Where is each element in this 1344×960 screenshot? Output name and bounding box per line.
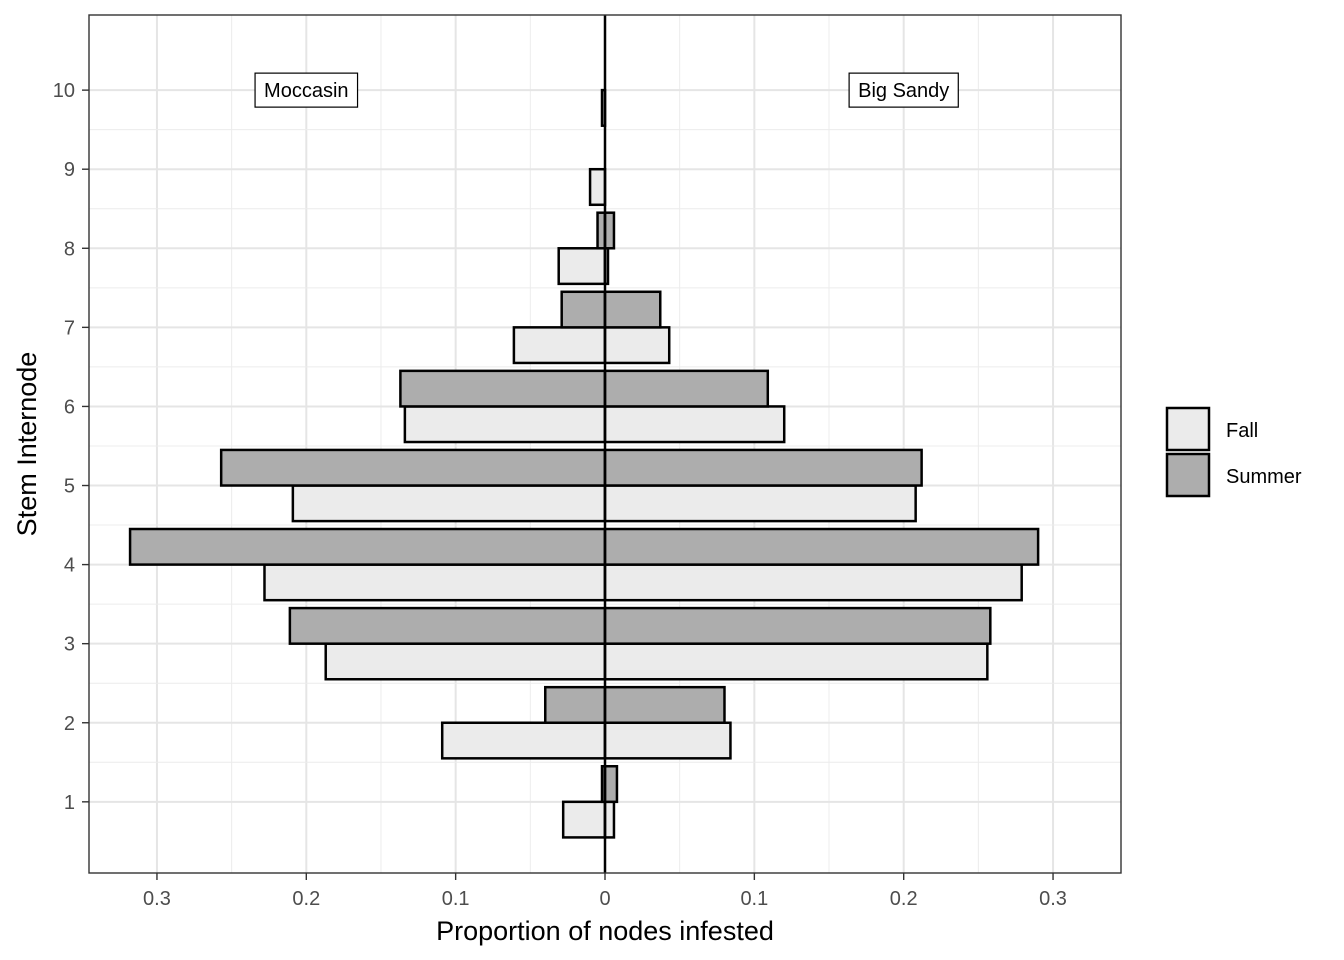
- bar-summer-big-sandy-5: [603, 448, 923, 487]
- bar-summer-big-sandy-3: [603, 606, 992, 645]
- bar-summer-big-sandy-2: [603, 685, 726, 725]
- bar-fall-big-sandy-6: [603, 405, 786, 444]
- legend-label-summer: Summer: [1226, 466, 1302, 488]
- y-axis-title: Stem Internode: [12, 352, 42, 537]
- y-axis: 1 2 3 4 5 6 7 8 9 10: [53, 80, 89, 814]
- bar-fall-big-sandy-5: [603, 484, 917, 523]
- x-tick-label: 0.1: [442, 888, 470, 910]
- bar-fall-big-sandy-7: [603, 326, 671, 365]
- bar-fall-moccasin-6: [403, 405, 607, 444]
- bar-summer-big-sandy-1: [603, 764, 619, 804]
- bar-fall-moccasin-5: [291, 484, 607, 523]
- legend-item-summer: Summer: [1165, 452, 1302, 498]
- bar-summer-moccasin-7: [560, 290, 607, 329]
- bar-summer-moccasin-3: [288, 606, 607, 645]
- x-tick-label: 0.2: [292, 888, 320, 910]
- y-tick-label: 1: [64, 792, 75, 814]
- bar-fall-moccasin-2: [440, 721, 607, 760]
- bar-fall-big-sandy-1: [603, 800, 616, 839]
- annotation-text: Moccasin: [264, 80, 348, 102]
- bar-fall-moccasin-8: [557, 247, 607, 286]
- y-tick-label: 7: [64, 317, 75, 339]
- bar-fall-moccasin-9: [588, 167, 607, 207]
- bar-fall-moccasin-4: [263, 563, 607, 602]
- x-axis: 0.3 0.2 0.1 0 0.1 0.2 0.3: [143, 873, 1067, 910]
- bar-summer-big-sandy-7: [603, 290, 662, 329]
- y-tick-label: 2: [64, 713, 75, 735]
- x-tick-label: 0: [599, 888, 610, 910]
- x-tick-label: 0.1: [740, 888, 768, 910]
- legend-key-summer: [1165, 452, 1211, 498]
- bar-fall-moccasin-7: [512, 326, 607, 365]
- bar-summer-big-sandy-4: [603, 527, 1040, 566]
- bar-fall-moccasin-3: [324, 642, 607, 681]
- x-tick-label: 0.2: [890, 888, 918, 910]
- bar-summer-moccasin-2: [544, 685, 607, 725]
- annotation-text: Big Sandy: [858, 80, 949, 102]
- x-axis-title: Proportion of nodes infested: [436, 916, 774, 946]
- annotation-label: Big Sandy: [848, 72, 959, 108]
- bar-summer-big-sandy-6: [603, 369, 770, 408]
- x-tick-label: 0.3: [143, 888, 171, 910]
- y-tick-label: 6: [64, 396, 75, 418]
- y-tick-label: 5: [64, 476, 75, 498]
- y-tick-label: 8: [64, 238, 75, 260]
- bar-fall-big-sandy-4: [603, 563, 1023, 602]
- bar-fall-big-sandy-2: [603, 721, 732, 760]
- bar-summer-big-sandy-8: [603, 211, 616, 250]
- y-tick-label: 9: [64, 159, 75, 181]
- legend-key-fall: [1165, 406, 1211, 452]
- annotation-box: [848, 72, 959, 108]
- bar-fall-big-sandy-3: [603, 642, 989, 681]
- legend-item-fall: Fall: [1165, 406, 1258, 452]
- bar-summer-moccasin-4: [128, 527, 607, 566]
- bars-group: [128, 88, 1040, 839]
- bar-summer-moccasin-5: [219, 448, 607, 487]
- y-tick-label: 3: [64, 634, 75, 656]
- x-tick-label: 0.3: [1039, 888, 1067, 910]
- legend-label-fall: Fall: [1226, 420, 1258, 442]
- y-tick-label: 4: [64, 555, 75, 577]
- y-tick-label: 10: [53, 80, 75, 102]
- legend: Fall Summer: [1165, 406, 1302, 498]
- annotation-box: [254, 72, 359, 108]
- bar-summer-moccasin-6: [399, 369, 607, 408]
- bar-fall-moccasin-1: [561, 800, 607, 839]
- annotations-group: Moccasin Big Sandy: [254, 72, 959, 108]
- annotation-label: Moccasin: [254, 72, 359, 108]
